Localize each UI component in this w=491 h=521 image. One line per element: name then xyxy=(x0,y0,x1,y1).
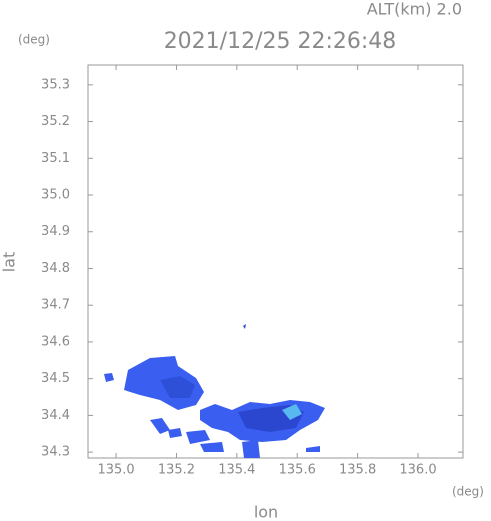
altitude-label: ALT(km) 2.0 xyxy=(367,0,462,19)
y-tick-label: 34.3 xyxy=(41,445,70,460)
radar-echo xyxy=(306,446,320,452)
chart-title: 2021/12/25 22:26:48 xyxy=(164,29,397,54)
x-unit: (deg) xyxy=(452,485,484,499)
y-axis-label: lat xyxy=(0,252,19,273)
radar-echo xyxy=(168,428,182,438)
plot-frame xyxy=(87,64,464,459)
y-tick-label: 35.0 xyxy=(41,188,70,203)
x-tick-label: 135.4 xyxy=(218,463,255,478)
x-tick-label: 135.8 xyxy=(339,463,376,478)
radar-echo xyxy=(282,404,302,420)
radar-echo xyxy=(186,430,210,444)
x-axis-label: lon xyxy=(254,503,278,521)
y-tick-label: 34.9 xyxy=(41,224,70,239)
y-tick-label: 35.1 xyxy=(41,151,70,166)
y-tick-label: 35.3 xyxy=(41,77,70,92)
y-tick-label: 34.7 xyxy=(41,298,70,313)
x-tick-label: 135.0 xyxy=(97,463,134,478)
radar-echoes xyxy=(104,324,325,458)
y-unit: (deg) xyxy=(18,33,50,47)
radar-echo xyxy=(200,442,224,452)
radar-echo xyxy=(104,373,114,382)
y-tick-label: 34.8 xyxy=(41,261,70,276)
x-tick-label: 135.6 xyxy=(279,463,316,478)
radar-echo xyxy=(243,324,246,329)
y-tick-label: 34.5 xyxy=(41,371,70,386)
x-tick-label: 135.2 xyxy=(158,463,195,478)
radar-echo xyxy=(242,440,260,458)
radar-echo xyxy=(160,376,195,398)
y-tick-label: 35.2 xyxy=(41,114,70,129)
radar-echo xyxy=(150,418,170,434)
y-tick-label: 34.6 xyxy=(41,334,70,349)
y-tick-label: 34.4 xyxy=(41,408,70,423)
x-tick-label: 136.0 xyxy=(399,463,436,478)
